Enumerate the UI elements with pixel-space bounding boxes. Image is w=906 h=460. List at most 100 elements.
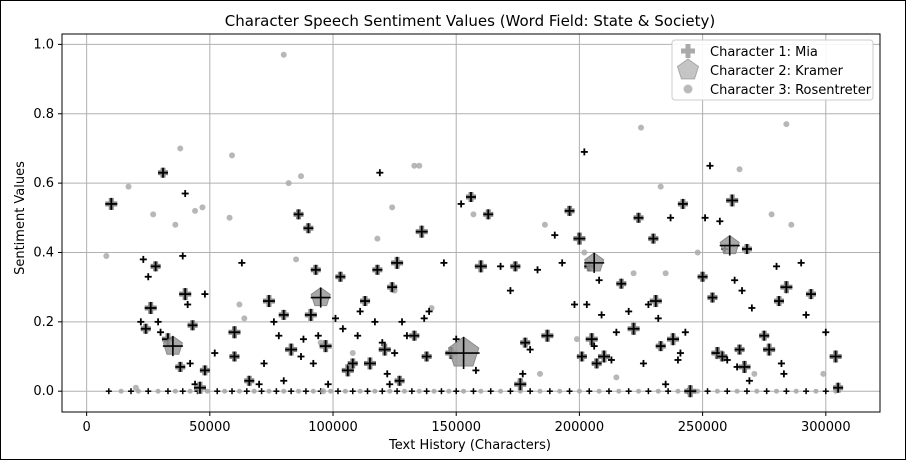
mia-point xyxy=(299,335,307,343)
baseline-point xyxy=(734,388,740,394)
mia-point xyxy=(354,332,362,340)
mia-point xyxy=(335,271,346,282)
baseline-point xyxy=(164,388,171,395)
legend-box xyxy=(671,39,874,101)
baseline-point xyxy=(118,388,124,394)
mia-point xyxy=(466,191,476,202)
rosentreter-point xyxy=(630,270,637,277)
baseline-point xyxy=(431,388,437,394)
rosentreter-point xyxy=(736,166,743,173)
mia-point xyxy=(387,282,398,293)
mia-point xyxy=(558,259,566,267)
mia-point xyxy=(339,325,347,333)
mia-point xyxy=(285,343,298,356)
mia-point xyxy=(519,370,527,378)
legend-marker-rosentreter xyxy=(683,84,693,94)
mia-point xyxy=(280,377,288,385)
mia-point xyxy=(193,381,206,394)
mia-point xyxy=(420,314,428,322)
rosentreter-point xyxy=(657,183,664,190)
mia-point xyxy=(331,314,339,322)
mia-point xyxy=(667,333,680,346)
mia-point xyxy=(324,380,332,388)
rosentreter-point xyxy=(297,173,304,180)
mia-point xyxy=(372,264,383,275)
ticks-layer: 0 50000 100000 150000 200000 250000 300000 0.0 0… xyxy=(33,37,850,435)
x-axis-label: Text History (Characters) xyxy=(388,438,551,453)
mia-point xyxy=(564,205,575,216)
baseline-point xyxy=(470,388,477,395)
baseline-point xyxy=(408,388,415,395)
mia-point xyxy=(806,289,817,300)
baseline-point xyxy=(487,388,494,395)
mia-point xyxy=(394,375,405,386)
baseline-point xyxy=(236,388,242,394)
grid-layer xyxy=(62,34,880,412)
mia-point xyxy=(633,212,644,223)
mia-point xyxy=(595,276,603,284)
mia-point xyxy=(386,380,394,388)
mia-point xyxy=(228,326,241,339)
baseline-point xyxy=(243,388,250,395)
rosentreter-point xyxy=(416,162,423,169)
mia-point xyxy=(598,311,606,319)
mia-point xyxy=(833,382,844,393)
mia-point xyxy=(627,322,640,335)
mia-point xyxy=(526,346,534,354)
baseline-point xyxy=(527,388,534,395)
mia-point xyxy=(625,307,633,315)
mia-point xyxy=(716,217,724,225)
mia-point xyxy=(472,366,480,374)
kramer-point-overlay xyxy=(584,252,605,273)
rosentreter-point xyxy=(172,221,179,228)
kramer-point-overlay xyxy=(310,287,331,308)
mia-point xyxy=(157,328,165,336)
rosentreter-point xyxy=(374,235,381,242)
kramer-point-overlay xyxy=(162,336,183,357)
mia-point xyxy=(376,169,384,177)
baseline-point xyxy=(566,388,573,395)
mia-point xyxy=(140,323,151,334)
rosentreter-point xyxy=(125,183,132,190)
mia-point xyxy=(745,377,753,385)
mia-point xyxy=(667,214,675,222)
mia-point xyxy=(573,232,586,245)
baseline-point xyxy=(507,388,514,395)
mia-point xyxy=(457,200,465,208)
mia-point xyxy=(244,375,255,386)
mia-point xyxy=(184,300,192,308)
baseline-point xyxy=(145,388,152,395)
mia-point xyxy=(260,359,268,367)
baseline-point xyxy=(288,388,295,395)
baseline-point xyxy=(596,388,602,394)
mia-point xyxy=(309,359,317,367)
rosentreter-point xyxy=(411,162,418,169)
x-tick-label: 200000 xyxy=(555,420,605,435)
mia-point xyxy=(211,349,219,357)
baseline-point xyxy=(704,388,711,395)
mia-point xyxy=(654,314,662,322)
baseline-point xyxy=(155,388,161,394)
mia-point xyxy=(662,380,670,388)
mia-point xyxy=(731,276,739,284)
mia-point xyxy=(144,301,157,314)
mia-point xyxy=(452,335,460,343)
baseline-point xyxy=(763,388,770,395)
baseline-point xyxy=(461,388,467,394)
baseline-point xyxy=(645,388,652,395)
mia-point xyxy=(304,308,317,321)
mia-point xyxy=(822,328,830,336)
baseline-point xyxy=(423,388,430,395)
legend-label: Character 3: Rosentreter xyxy=(710,83,872,98)
mia-point xyxy=(585,333,598,346)
mia-point xyxy=(506,287,514,295)
rosentreter-point xyxy=(541,221,548,228)
mia-point xyxy=(707,292,718,303)
mia-point xyxy=(179,288,192,301)
baseline-point xyxy=(453,388,460,395)
baseline-point xyxy=(281,388,287,394)
rosentreter-point xyxy=(293,256,300,263)
baseline-point xyxy=(446,388,452,394)
baseline-point xyxy=(251,388,257,394)
mia-point xyxy=(229,351,240,362)
